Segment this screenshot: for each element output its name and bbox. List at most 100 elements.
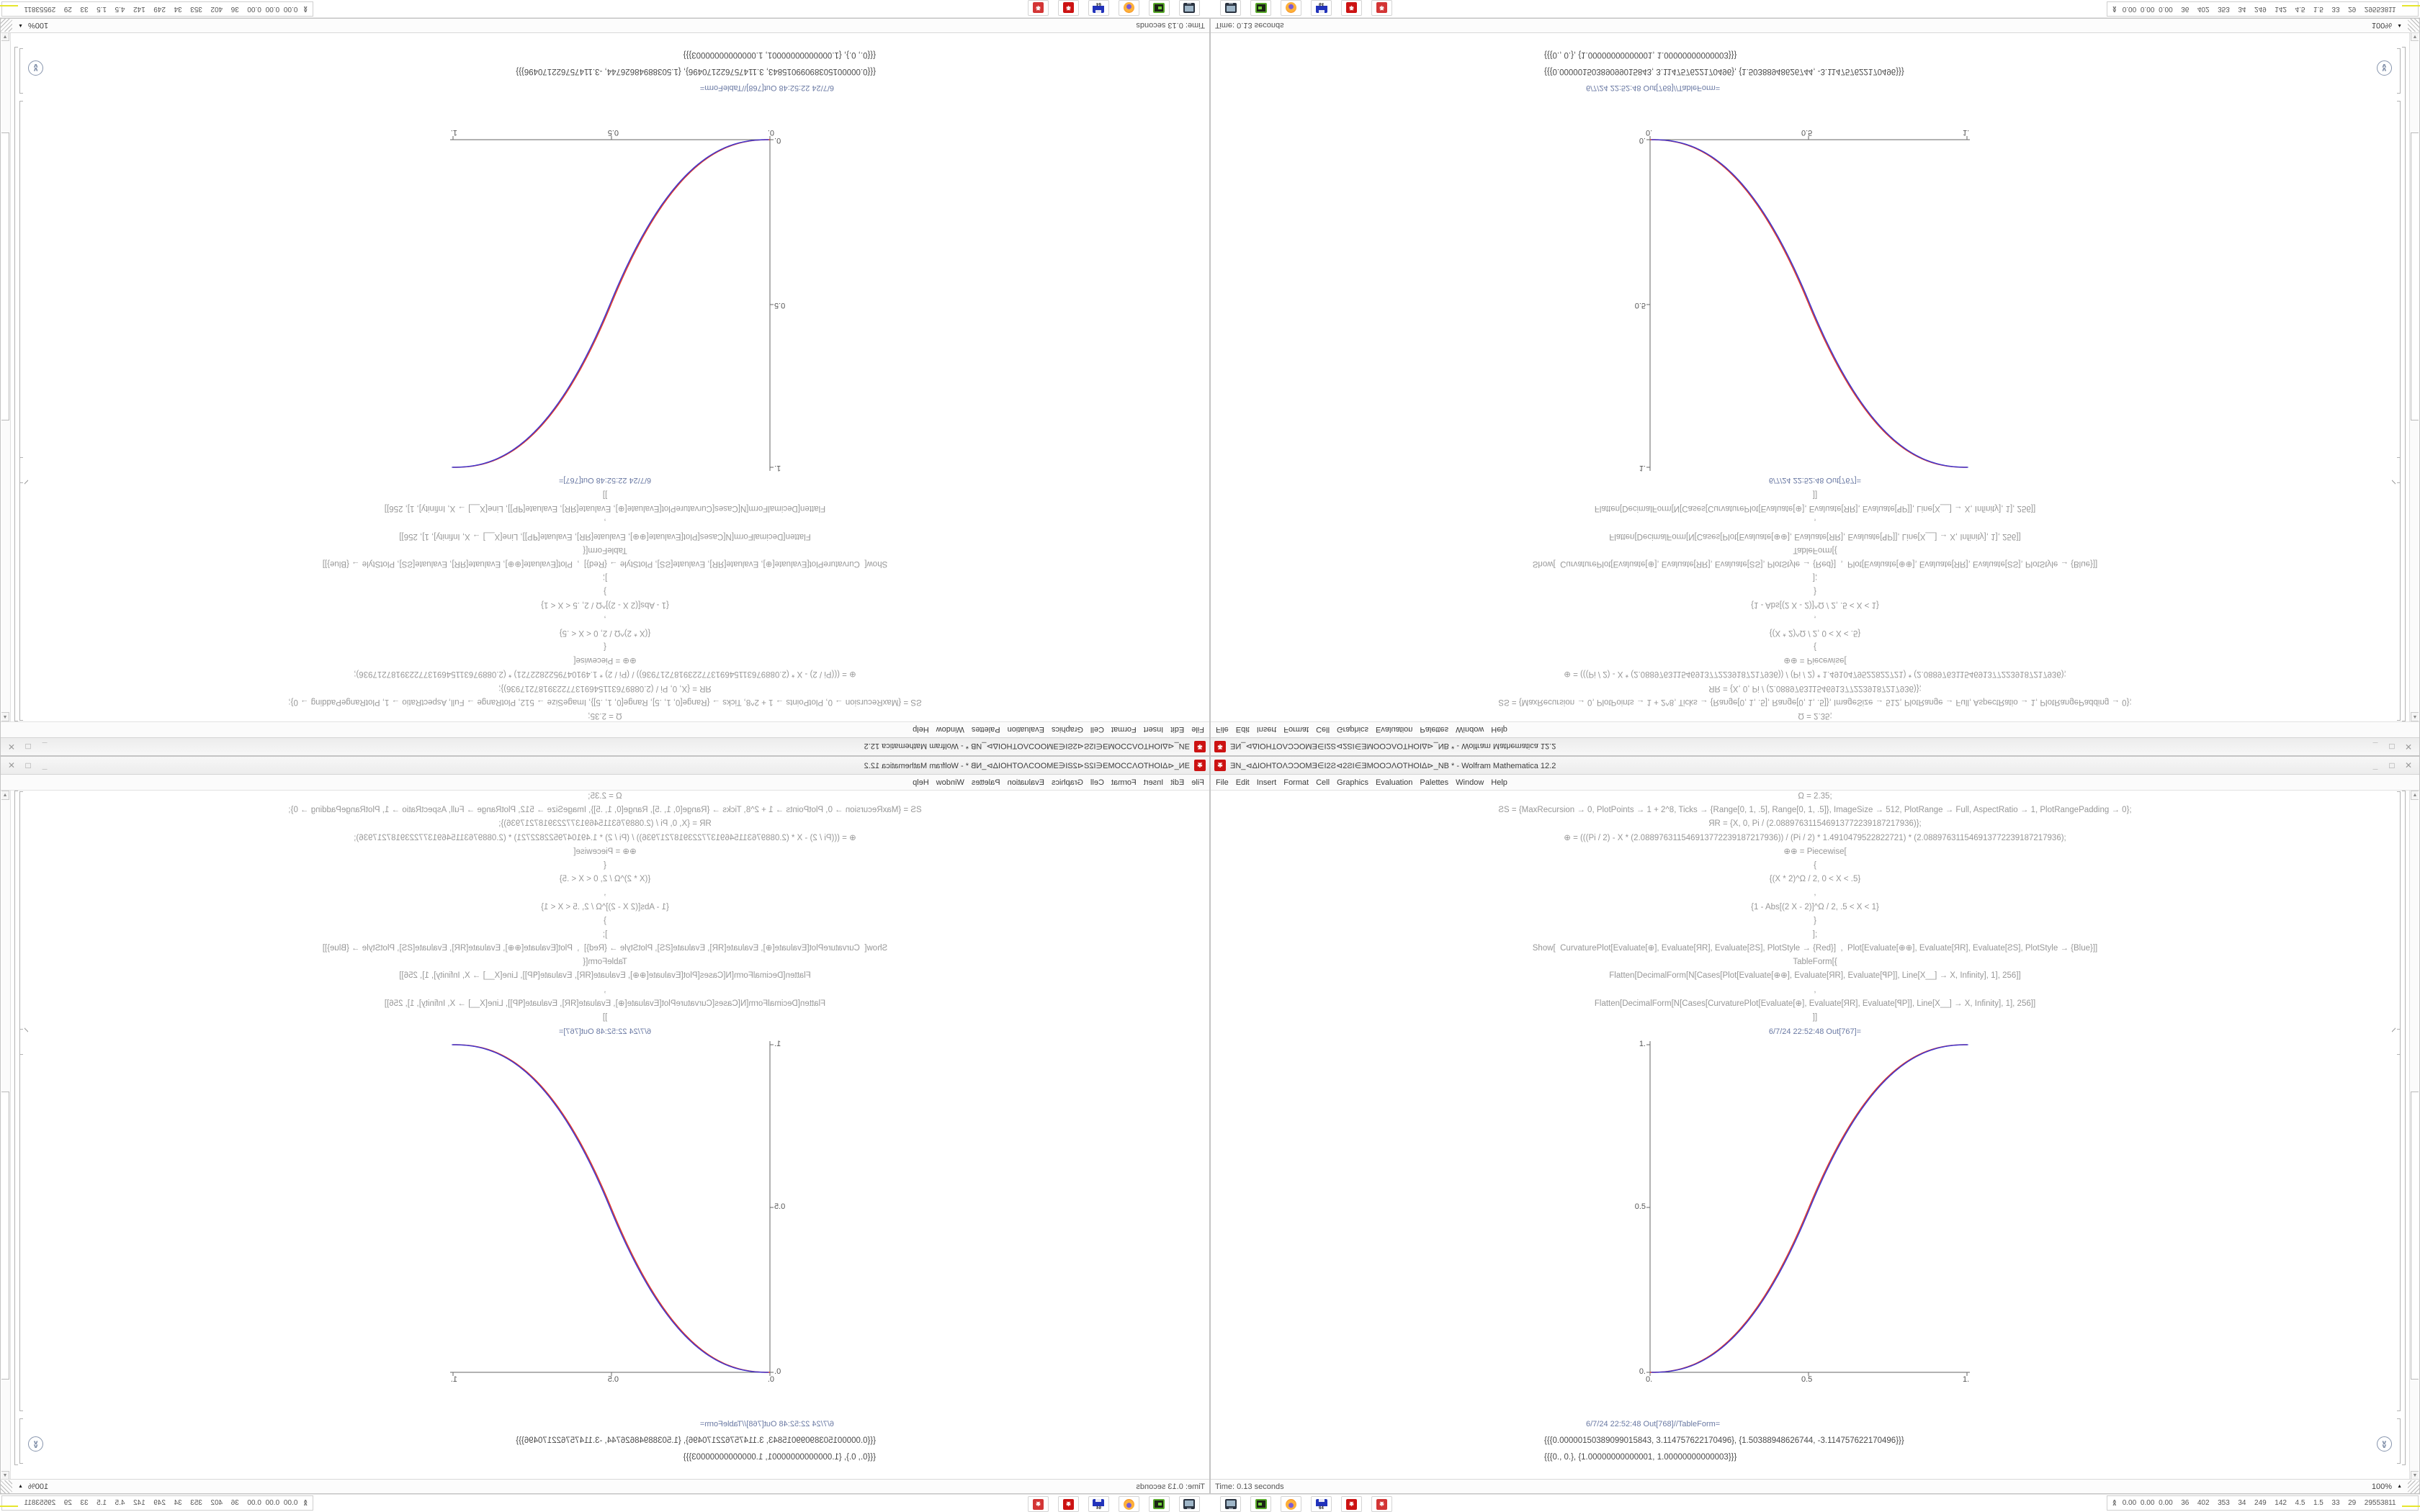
menu-item[interactable]: Format [1283, 725, 1309, 734]
window-titlebar[interactable]: ƎN_⊲ΔIOHTOΛƆƆOMƎ∈I2Ƨ⊲2ƧI∈ƎMOOƆΛOTHOIΔ⊳_N… [1, 757, 1209, 775]
tray-expander-icon[interactable]: ∧ ∧ [302, 1498, 308, 1507]
magnification-value[interactable]: 100% [2371, 21, 2393, 30]
close-button[interactable]: ✕ [2404, 760, 2413, 770]
magnification-control[interactable]: 100% ▲ [18, 1482, 48, 1491]
menu-item[interactable]: Insert [1256, 778, 1277, 787]
window-titlebar[interactable]: ƎN_⊲ΔIOHTOΛƆƆOMƎ∈I2Ƨ⊲2ƧI∈ƎMOOƆΛOTHOIΔ⊳_N… [1211, 757, 2419, 775]
window-resize-grip[interactable] [1, 1480, 12, 1493]
menu-item[interactable]: Cell [1316, 725, 1330, 734]
menu-item[interactable]: Edit [1235, 725, 1250, 734]
floppy-64-icon[interactable]: 64 [1088, 0, 1109, 16]
terminal-green-icon[interactable] [1250, 1496, 1271, 1512]
jump-to-bottom-icon[interactable]: ∨ ∨ [28, 60, 43, 76]
menu-item[interactable]: Edit [1170, 778, 1185, 787]
menu-item[interactable]: Insert [1256, 725, 1277, 734]
menu-item[interactable]: Edit [1235, 778, 1250, 787]
menu-item[interactable]: Help [1491, 778, 1507, 787]
menu-item[interactable]: Window [1456, 778, 1484, 787]
cell-group-bracket[interactable] [14, 47, 18, 721]
menu-item[interactable]: Help [913, 725, 929, 734]
magnification-control[interactable]: 100% ▲ [2372, 1482, 2402, 1491]
menu-item[interactable]: Edit [1170, 725, 1185, 734]
menu-item[interactable]: File [1191, 778, 1204, 787]
notebook-content[interactable]: Ω = 2.35; ƧS = {MaxRecursion → 0, PlotPoi… [1, 791, 1209, 1480]
window-resize-grip[interactable] [2408, 1480, 2419, 1493]
input-cell[interactable]: Ω = 2.35; ƧS = {MaxRecursion → 0, PlotPoi… [1211, 791, 2419, 1025]
terminal-green-icon[interactable] [1250, 0, 1271, 16]
menu-item[interactable]: Insert [1143, 725, 1164, 734]
vertical-scrollbar[interactable]: ▲ ▼ [1, 791, 11, 1480]
menu-item[interactable]: Evaluation [1376, 725, 1413, 734]
menu-item[interactable]: Window [936, 725, 964, 734]
scrollbar-thumb[interactable] [1, 1092, 9, 1380]
menu-item[interactable]: Format [1111, 778, 1137, 787]
floppy-64-icon[interactable]: 64 [1311, 1496, 1332, 1512]
sigmoid-plot[interactable]: 1. 0.5 0. 0. 0.5 1. [439, 109, 813, 472]
menu-item[interactable]: File [1191, 725, 1204, 734]
input-cell-bracket[interactable] [19, 791, 23, 1055]
monitor-icon[interactable] [1220, 0, 1241, 16]
notebook-content[interactable]: Ω = 2.35; ƧS = {MaxRecursion → 0, PlotPoi… [1, 32, 1209, 721]
menu-item[interactable]: Palettes [971, 778, 1000, 787]
menu-item[interactable]: Evaluation [1007, 778, 1044, 787]
monitor-icon[interactable] [1179, 0, 1200, 16]
window-titlebar[interactable]: ƎN_⊲ΔIOHTOΛƆƆOMƎ∈I2Ƨ⊲2ƧI∈ƎMOOƆΛOTHOIΔ⊳_N… [1211, 737, 2419, 755]
cell-group-bracket[interactable] [2402, 791, 2406, 1465]
jump-to-bottom-icon[interactable]: ∨ ∨ [2377, 60, 2392, 76]
tray-expander-icon[interactable]: ∧ ∧ [302, 5, 308, 14]
tray-expander-icon[interactable]: ∧ ∧ [2112, 1498, 2118, 1507]
output-plot-cell-bracket[interactable] [19, 1029, 23, 1411]
jump-to-bottom-icon[interactable]: ∨ ∨ [28, 1436, 43, 1452]
menu-item[interactable]: Cell [1090, 725, 1104, 734]
window-resize-grip[interactable] [1, 19, 12, 32]
sigmoid-plot[interactable]: 1. 0.5 0. 0. 0.5 1. [1607, 1040, 1981, 1403]
menu-item[interactable]: Evaluation [1376, 778, 1413, 787]
output-table-cell-bracket[interactable] [19, 48, 23, 94]
firefox-icon[interactable] [1281, 1496, 1301, 1512]
input-cell[interactable]: Ω = 2.35; ƧS = {MaxRecursion → 0, PlotPoi… [1, 791, 1209, 1025]
maximize-button[interactable]: □ [2389, 742, 2395, 752]
magnification-control[interactable]: 100% ▲ [2372, 22, 2402, 30]
notebook-content[interactable]: Ω = 2.35; ƧS = {MaxRecursion → 0, PlotPoi… [1211, 791, 2419, 1480]
menu-item[interactable]: Window [1456, 725, 1484, 734]
maximize-button[interactable]: □ [25, 760, 31, 770]
magnification-value[interactable]: 100% [27, 21, 49, 30]
minimize-button[interactable]: _ [42, 742, 48, 752]
close-button[interactable]: ✕ [2404, 742, 2413, 752]
magnification-control[interactable]: 100% ▲ [18, 22, 48, 30]
maximize-button[interactable]: □ [2389, 760, 2395, 770]
minimize-button[interactable]: _ [42, 760, 48, 770]
firefox-icon[interactable] [1119, 1496, 1139, 1512]
scrollbar-thumb[interactable] [2411, 1092, 2419, 1380]
spikey-icon[interactable] [1058, 1496, 1079, 1512]
input-cell-bracket[interactable] [2397, 791, 2401, 1055]
terminal-green-icon[interactable] [1149, 0, 1170, 16]
magnification-value[interactable]: 100% [2371, 1482, 2393, 1491]
notebook-content[interactable]: Ω = 2.35; ƧS = {MaxRecursion → 0, PlotPoi… [1211, 32, 2419, 721]
menu-item[interactable]: Graphics [1337, 725, 1369, 734]
minimize-button[interactable]: _ [2372, 760, 2378, 770]
menu-item[interactable]: File [1216, 778, 1229, 787]
floppy-64-icon[interactable]: 64 [1088, 1496, 1109, 1512]
vertical-scrollbar[interactable]: ▲ ▼ [2409, 791, 2419, 1480]
spikey2-icon[interactable] [1371, 0, 1392, 16]
firefox-icon[interactable] [1119, 0, 1139, 16]
magnification-value[interactable]: 100% [27, 1482, 49, 1491]
menu-item[interactable]: Palettes [1420, 725, 1449, 734]
scroll-up-arrow-icon[interactable]: ▲ [2411, 791, 2419, 800]
menu-item[interactable]: File [1216, 725, 1229, 734]
firefox-icon[interactable] [1281, 0, 1301, 16]
output-plot-cell-bracket[interactable] [19, 101, 23, 483]
sigmoid-plot[interactable]: 1. 0.5 0. 0. 0.5 1. [439, 1040, 813, 1403]
menu-item[interactable]: Palettes [971, 725, 1000, 734]
minimize-button[interactable]: _ [2372, 742, 2378, 752]
output-table-cell-bracket[interactable] [2397, 48, 2401, 94]
input-cell-bracket[interactable] [19, 457, 23, 721]
output-plot-cell-bracket[interactable] [2397, 1029, 2401, 1411]
spikey-icon[interactable] [1058, 0, 1079, 16]
close-button[interactable]: ✕ [7, 760, 16, 770]
scrollbar-thumb[interactable] [1, 132, 9, 420]
input-cell[interactable]: Ω = 2.35; ƧS = {MaxRecursion → 0, PlotPoi… [1, 487, 1209, 721]
sigmoid-plot[interactable]: 1. 0.5 0. 0. 0.5 1. [1607, 109, 1981, 472]
spikey2-icon[interactable] [1028, 0, 1049, 16]
